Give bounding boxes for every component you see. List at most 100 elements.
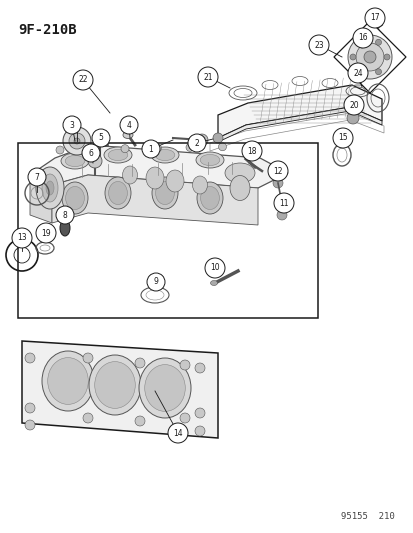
- Ellipse shape: [60, 220, 70, 236]
- Ellipse shape: [210, 280, 217, 286]
- Text: 8: 8: [62, 211, 67, 220]
- Text: 10: 10: [210, 263, 219, 272]
- Text: 20: 20: [348, 101, 358, 109]
- Circle shape: [383, 54, 389, 60]
- Ellipse shape: [123, 132, 133, 139]
- Circle shape: [364, 8, 384, 28]
- Ellipse shape: [152, 177, 178, 209]
- Ellipse shape: [155, 149, 174, 160]
- Text: 16: 16: [357, 34, 367, 43]
- Circle shape: [375, 39, 380, 45]
- Ellipse shape: [192, 176, 207, 194]
- Circle shape: [204, 258, 224, 278]
- Circle shape: [197, 67, 218, 87]
- Circle shape: [212, 133, 223, 143]
- Text: 12: 12: [273, 166, 282, 175]
- Text: 22: 22: [78, 76, 88, 85]
- Circle shape: [273, 193, 293, 213]
- Ellipse shape: [197, 182, 223, 214]
- Text: 1: 1: [148, 144, 153, 154]
- Circle shape: [180, 360, 190, 370]
- Ellipse shape: [200, 187, 219, 209]
- Polygon shape: [218, 85, 381, 138]
- Circle shape: [83, 413, 93, 423]
- Circle shape: [352, 28, 372, 48]
- Circle shape: [347, 35, 391, 79]
- Ellipse shape: [46, 181, 54, 195]
- Circle shape: [188, 134, 206, 152]
- Polygon shape: [30, 175, 52, 223]
- Text: 95155  210: 95155 210: [340, 512, 394, 521]
- Circle shape: [153, 144, 161, 152]
- Circle shape: [82, 144, 100, 162]
- Text: 19: 19: [41, 229, 51, 238]
- Text: 9: 9: [153, 278, 158, 287]
- Text: 14: 14: [173, 429, 183, 438]
- Ellipse shape: [151, 147, 178, 163]
- Circle shape: [355, 43, 383, 71]
- Ellipse shape: [122, 166, 137, 184]
- Text: 4: 4: [126, 120, 131, 130]
- Ellipse shape: [36, 167, 64, 209]
- Circle shape: [69, 133, 85, 149]
- Circle shape: [242, 141, 261, 161]
- Ellipse shape: [200, 155, 219, 166]
- Ellipse shape: [89, 355, 141, 415]
- Circle shape: [347, 63, 367, 83]
- Circle shape: [272, 178, 282, 188]
- Circle shape: [195, 134, 207, 146]
- Circle shape: [121, 144, 129, 152]
- Circle shape: [56, 146, 64, 154]
- Circle shape: [195, 426, 204, 436]
- Circle shape: [349, 54, 355, 60]
- Circle shape: [83, 353, 93, 363]
- Circle shape: [120, 116, 138, 134]
- Text: 23: 23: [313, 41, 323, 50]
- Circle shape: [135, 358, 145, 368]
- Ellipse shape: [146, 167, 164, 189]
- Circle shape: [92, 129, 110, 147]
- Ellipse shape: [61, 153, 89, 169]
- Text: 5: 5: [98, 133, 103, 142]
- Circle shape: [370, 26, 378, 34]
- Text: 7: 7: [34, 173, 39, 182]
- Circle shape: [180, 413, 190, 423]
- Circle shape: [358, 69, 363, 75]
- Ellipse shape: [66, 187, 84, 209]
- Circle shape: [142, 140, 159, 158]
- Polygon shape: [218, 107, 381, 142]
- Text: 15: 15: [337, 133, 347, 142]
- Ellipse shape: [195, 152, 223, 168]
- Ellipse shape: [230, 175, 249, 200]
- Ellipse shape: [62, 182, 88, 214]
- Ellipse shape: [166, 170, 183, 192]
- Text: 9F-210B: 9F-210B: [18, 23, 76, 37]
- Ellipse shape: [139, 358, 190, 418]
- Circle shape: [74, 138, 80, 144]
- Circle shape: [88, 146, 96, 154]
- Circle shape: [147, 273, 165, 291]
- Circle shape: [88, 154, 102, 168]
- Text: 3: 3: [69, 120, 74, 130]
- Circle shape: [25, 420, 35, 430]
- Text: 21: 21: [203, 72, 212, 82]
- Circle shape: [25, 353, 35, 363]
- Circle shape: [250, 142, 259, 150]
- Circle shape: [168, 423, 188, 443]
- Ellipse shape: [224, 163, 254, 183]
- Text: 17: 17: [369, 13, 379, 22]
- Circle shape: [56, 206, 74, 224]
- Circle shape: [63, 127, 91, 155]
- Ellipse shape: [95, 361, 135, 408]
- Circle shape: [276, 210, 286, 220]
- Ellipse shape: [145, 365, 185, 411]
- Circle shape: [185, 143, 194, 151]
- Polygon shape: [22, 341, 218, 438]
- Ellipse shape: [47, 358, 88, 405]
- Ellipse shape: [155, 181, 174, 205]
- Ellipse shape: [65, 156, 85, 167]
- Circle shape: [36, 223, 56, 243]
- Circle shape: [267, 161, 287, 181]
- Text: 6: 6: [88, 149, 93, 157]
- Circle shape: [135, 416, 145, 426]
